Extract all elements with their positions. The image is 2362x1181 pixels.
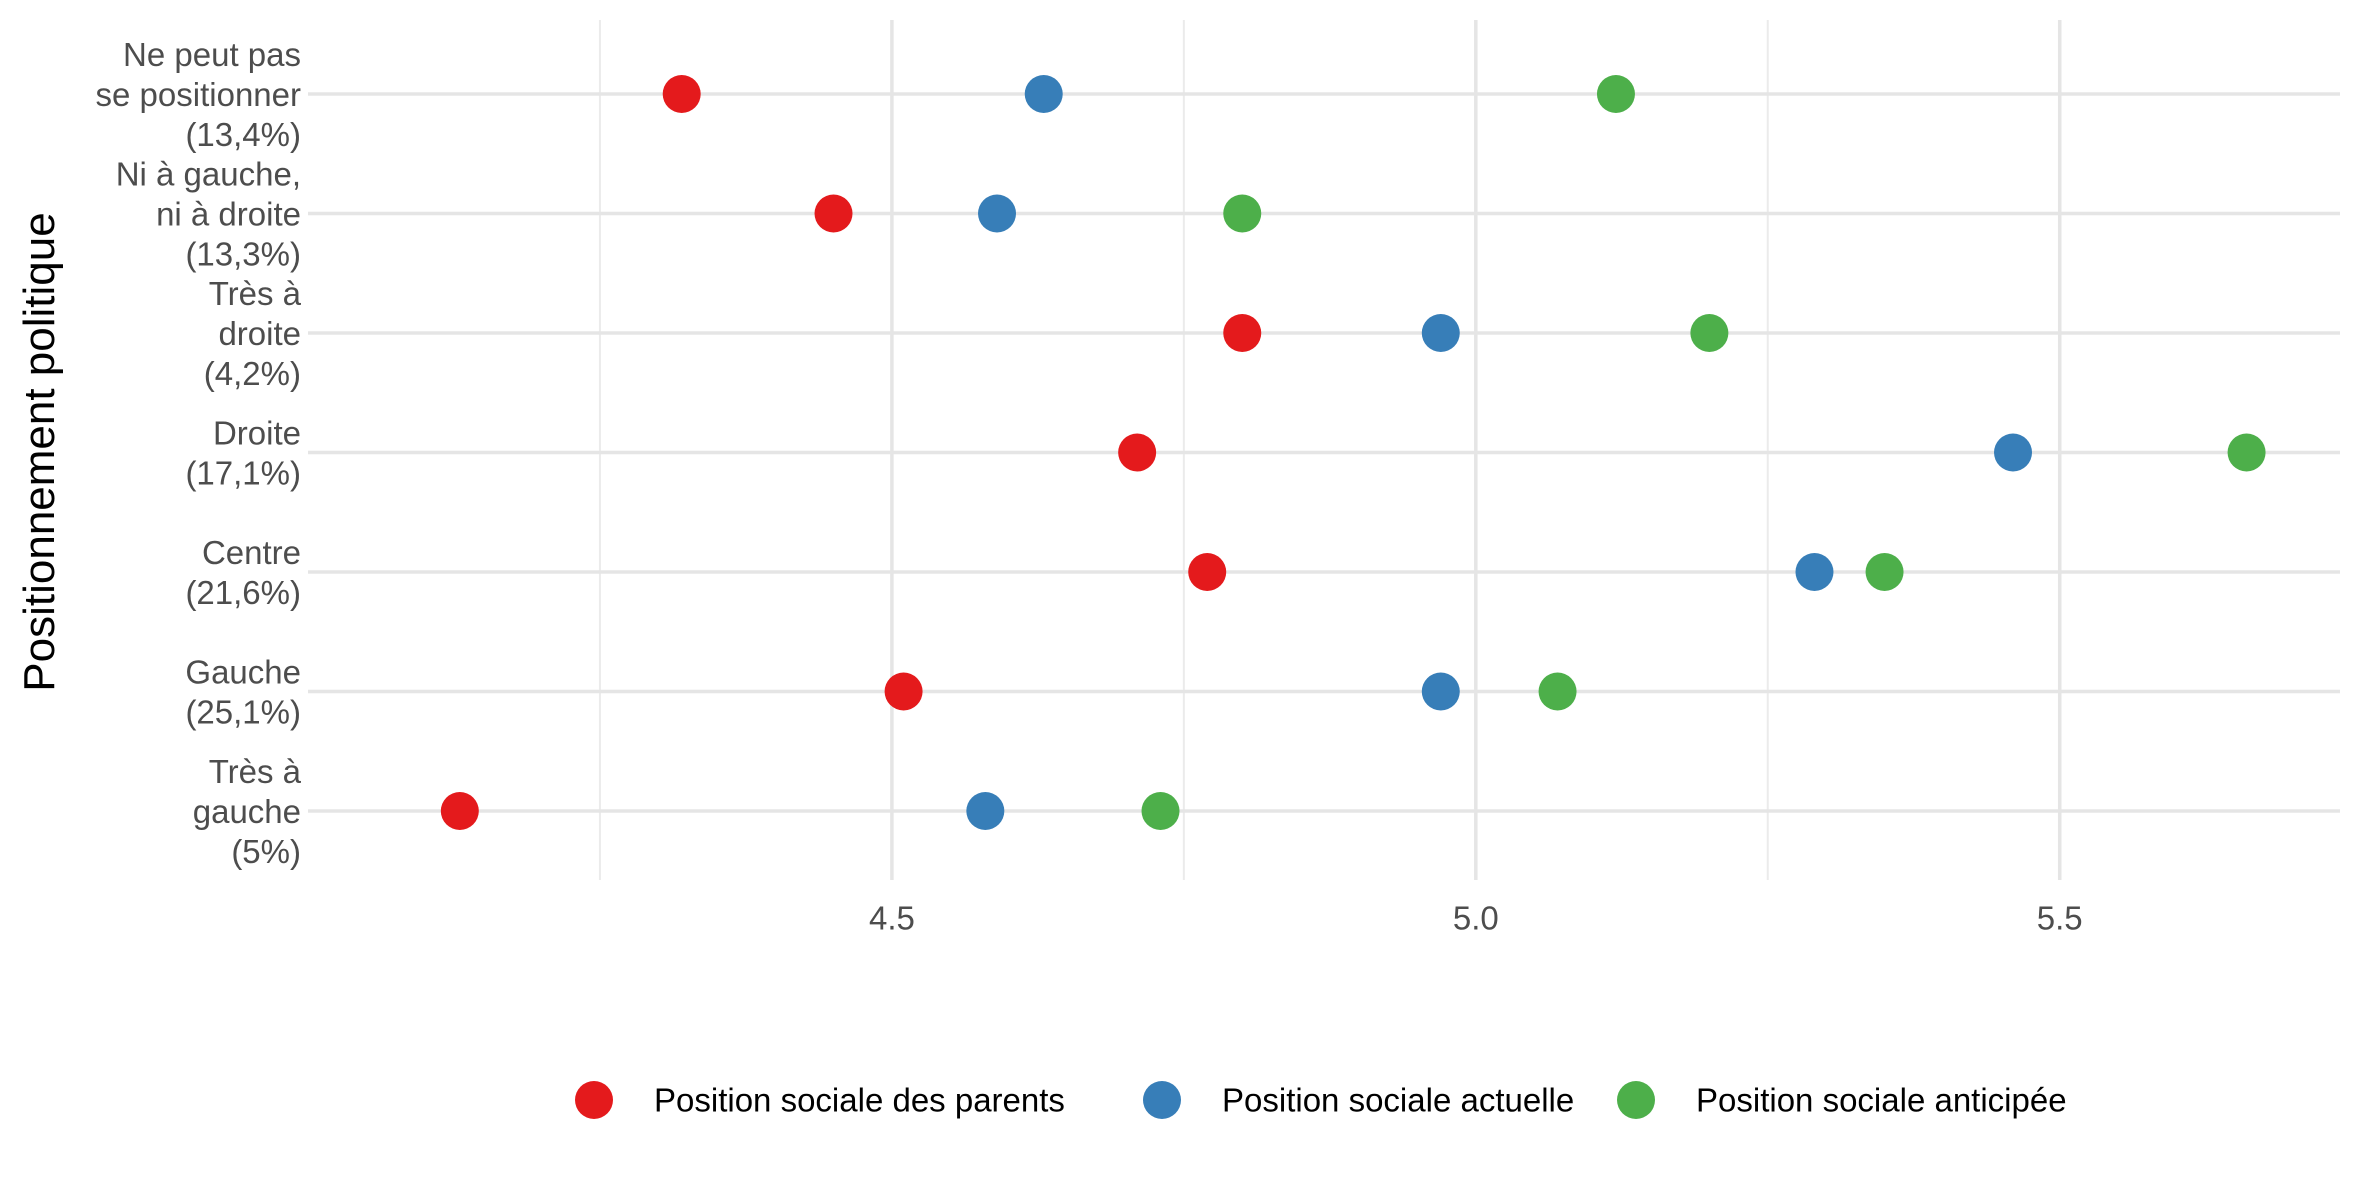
legend: Position sociale des parents Position soc… (575, 1081, 2067, 1119)
data-point (1223, 314, 1262, 352)
x-axis-labels: 4.5 5.0 5.5 (869, 900, 2083, 937)
y-tick-label: Ne peut pas se positionner (13,4%) (96, 36, 301, 153)
data-point (814, 194, 853, 233)
data-point (1690, 314, 1729, 352)
legend-label: Position sociale actuelle (1222, 1082, 1574, 1119)
y-tick-label: Droite (17,1%) (185, 414, 301, 491)
data-points (440, 75, 2266, 830)
y-tick-label: Gauche (25,1%) (185, 653, 301, 730)
grid (308, 20, 2340, 880)
data-point (1118, 433, 1157, 472)
data-point (1188, 553, 1227, 591)
y-tick-label: Ni à gauche, ni à droite (13,3%) (116, 155, 301, 272)
x-tick-label: 5.5 (2037, 900, 2083, 937)
legend-key (1617, 1081, 1655, 1119)
y-tick-label: Très à gauche (5%) (193, 753, 302, 870)
legend-label: Position sociale anticipée (1696, 1082, 2067, 1119)
y-axis-title: Positionnement politique (15, 212, 64, 691)
data-point (1865, 553, 1904, 591)
x-tick-label: 5.0 (1453, 900, 1499, 937)
data-point (662, 75, 701, 113)
data-point (1223, 194, 1262, 233)
data-point (1421, 672, 1460, 711)
legend-item: Position sociale actuelle (1143, 1081, 1574, 1119)
data-point (966, 792, 1005, 830)
data-point (440, 792, 479, 830)
data-point (1024, 75, 1063, 113)
data-point (1421, 314, 1460, 352)
data-point (1994, 433, 2033, 472)
y-axis-labels: Ne peut pas se positionner (13,4%)Ni à gau… (96, 36, 302, 870)
data-point (1141, 792, 1180, 830)
data-point (884, 672, 923, 711)
data-point (1795, 553, 1834, 591)
x-tick-label: 4.5 (869, 900, 915, 937)
legend-key (575, 1081, 613, 1119)
y-tick-label: Centre (21,6%) (185, 534, 301, 611)
legend-item: Position sociale anticipée (1617, 1081, 2067, 1119)
data-point (1538, 672, 1577, 711)
legend-key (1143, 1081, 1181, 1119)
data-point (2227, 433, 2266, 472)
legend-label: Position sociale des parents (654, 1082, 1065, 1119)
data-point (978, 194, 1017, 233)
y-tick-label: Très à droite (4,2%) (204, 275, 302, 392)
legend-item: Position sociale des parents (575, 1081, 1065, 1119)
data-point (1596, 75, 1635, 113)
